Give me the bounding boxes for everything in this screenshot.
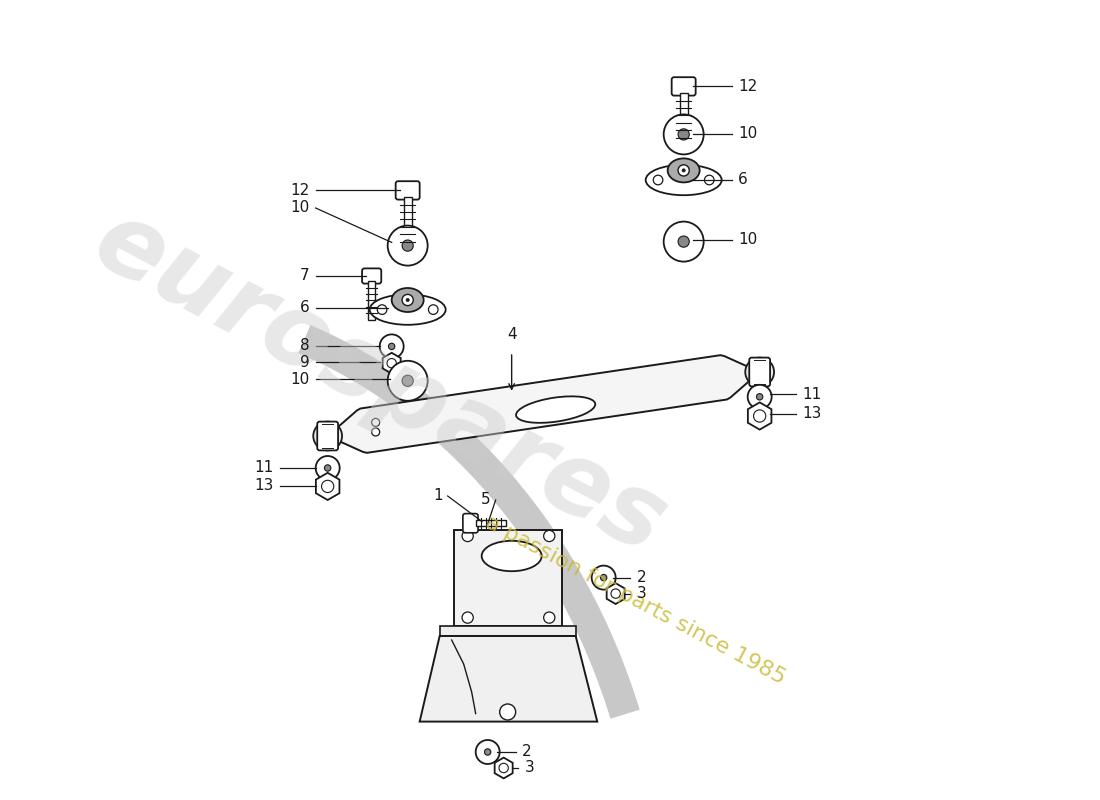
Circle shape — [372, 428, 379, 436]
Circle shape — [387, 226, 428, 266]
Circle shape — [499, 704, 516, 720]
Text: 1: 1 — [433, 489, 443, 503]
Text: 3: 3 — [525, 761, 535, 775]
Text: 9: 9 — [299, 355, 309, 370]
Circle shape — [543, 612, 554, 623]
Polygon shape — [368, 281, 375, 319]
Polygon shape — [440, 626, 575, 636]
Circle shape — [499, 763, 508, 773]
Text: 13: 13 — [802, 406, 822, 421]
Circle shape — [601, 574, 607, 581]
Circle shape — [387, 358, 396, 368]
Ellipse shape — [392, 288, 424, 312]
Polygon shape — [495, 758, 513, 778]
Polygon shape — [420, 636, 597, 722]
Circle shape — [403, 240, 414, 251]
Circle shape — [322, 430, 333, 442]
Text: 2: 2 — [637, 570, 646, 585]
Circle shape — [475, 740, 499, 764]
FancyBboxPatch shape — [672, 77, 695, 95]
Text: 2: 2 — [522, 745, 531, 759]
Circle shape — [388, 343, 395, 350]
Circle shape — [324, 465, 331, 471]
Circle shape — [484, 749, 491, 755]
Text: 6: 6 — [738, 173, 748, 187]
Circle shape — [663, 222, 704, 262]
Circle shape — [372, 418, 379, 426]
Text: 12: 12 — [738, 79, 757, 94]
FancyBboxPatch shape — [317, 422, 338, 450]
Circle shape — [678, 165, 690, 176]
Circle shape — [704, 175, 714, 185]
Circle shape — [379, 334, 404, 358]
Circle shape — [663, 114, 704, 154]
Text: 12: 12 — [290, 183, 309, 198]
Circle shape — [403, 375, 414, 386]
FancyBboxPatch shape — [396, 181, 420, 199]
Text: 6: 6 — [299, 301, 309, 315]
Text: 10: 10 — [290, 201, 309, 215]
Circle shape — [314, 422, 342, 450]
Circle shape — [757, 394, 763, 400]
Ellipse shape — [516, 396, 595, 423]
Text: 10: 10 — [290, 372, 309, 386]
Circle shape — [316, 456, 340, 480]
Text: 10: 10 — [738, 233, 757, 247]
FancyBboxPatch shape — [749, 358, 770, 386]
Circle shape — [682, 169, 685, 172]
Circle shape — [403, 294, 414, 306]
Ellipse shape — [668, 158, 700, 182]
Circle shape — [748, 385, 772, 409]
Text: 10: 10 — [738, 126, 757, 141]
FancyBboxPatch shape — [463, 514, 478, 533]
Circle shape — [754, 410, 766, 422]
Circle shape — [543, 530, 554, 542]
Circle shape — [377, 305, 387, 314]
Polygon shape — [454, 530, 562, 626]
Circle shape — [755, 366, 766, 378]
Text: 11: 11 — [254, 461, 273, 475]
Polygon shape — [748, 402, 771, 430]
Ellipse shape — [370, 294, 446, 325]
Polygon shape — [383, 353, 400, 374]
Circle shape — [678, 236, 690, 247]
Text: a passion for parts since 1985: a passion for parts since 1985 — [482, 512, 789, 688]
Circle shape — [746, 358, 774, 386]
Polygon shape — [680, 93, 688, 146]
Ellipse shape — [646, 165, 722, 195]
Circle shape — [387, 361, 428, 401]
Text: 3: 3 — [637, 586, 646, 601]
Text: 4: 4 — [507, 327, 517, 342]
Circle shape — [462, 612, 473, 623]
Ellipse shape — [482, 541, 541, 571]
Circle shape — [678, 129, 690, 140]
Circle shape — [406, 298, 409, 302]
Polygon shape — [607, 583, 625, 604]
Circle shape — [462, 530, 473, 542]
Text: 5: 5 — [481, 493, 491, 507]
Text: 13: 13 — [254, 478, 273, 493]
Text: eurospares: eurospares — [78, 193, 682, 575]
Circle shape — [592, 566, 616, 590]
Text: 11: 11 — [802, 387, 822, 402]
FancyBboxPatch shape — [362, 268, 382, 283]
Circle shape — [653, 175, 663, 185]
Text: 7: 7 — [299, 269, 309, 283]
Circle shape — [610, 589, 620, 598]
Circle shape — [321, 480, 333, 493]
Polygon shape — [328, 355, 760, 453]
Circle shape — [429, 305, 438, 314]
Polygon shape — [316, 473, 340, 500]
Polygon shape — [475, 520, 506, 526]
Polygon shape — [404, 197, 411, 249]
Text: 8: 8 — [299, 338, 309, 353]
